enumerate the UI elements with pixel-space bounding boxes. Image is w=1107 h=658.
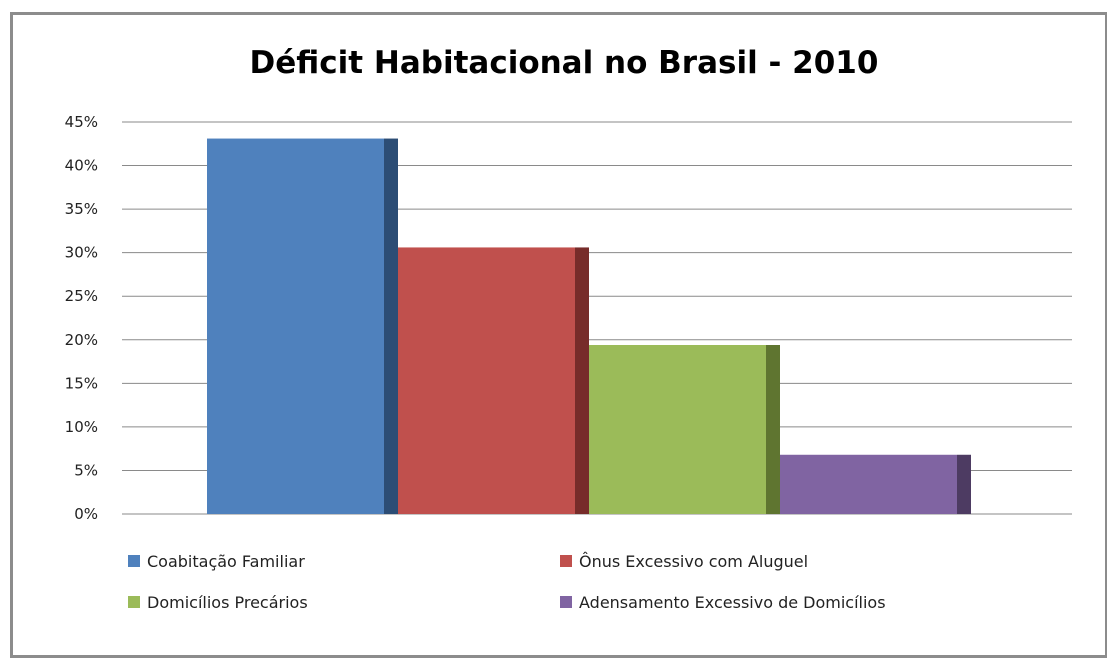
legend-item: Coabitação Familiar <box>128 552 305 571</box>
bar <box>398 247 575 514</box>
y-tick-label: 10% <box>65 418 98 436</box>
legend-swatch <box>560 596 572 608</box>
y-tick-label: 30% <box>65 244 98 262</box>
legend-swatch <box>128 555 140 567</box>
legend-label: Domicílios Precários <box>147 593 308 612</box>
bars <box>207 138 971 514</box>
bar <box>780 454 957 514</box>
chart-title: Déficit Habitacional no Brasil - 2010 <box>250 45 879 81</box>
chart-svg: Déficit Habitacional no Brasil - 2010 0%… <box>65 45 1072 612</box>
y-tick-label: 35% <box>65 200 98 218</box>
bar-group <box>780 454 971 514</box>
legend-item: Ônus Excessivo com Aluguel <box>560 552 808 571</box>
legend-label: Coabitação Familiar <box>147 552 305 571</box>
legend-item: Adensamento Excessivo de Domicílios <box>560 593 886 612</box>
bar-side <box>575 247 589 514</box>
y-tick-label: 40% <box>65 157 98 175</box>
y-tick-label: 25% <box>65 287 98 305</box>
y-tick-label: 20% <box>65 331 98 349</box>
bar-side <box>766 345 780 514</box>
bar-group <box>398 247 589 514</box>
legend-swatch <box>128 596 140 608</box>
y-axis-ticks: 0% 5% 10% 15% 20% 25% 30% 35% 40% 45% <box>65 113 98 523</box>
bar-side <box>384 138 398 514</box>
y-tick-label: 0% <box>74 505 98 523</box>
bar-group <box>207 138 398 514</box>
legend: Coabitação Familiar Ônus Excessivo com Al… <box>128 552 886 612</box>
bar <box>589 345 766 514</box>
legend-label: Ônus Excessivo com Aluguel <box>579 552 808 571</box>
bar-side <box>957 454 971 514</box>
y-tick-label: 45% <box>65 113 98 131</box>
y-tick-label: 15% <box>65 374 98 392</box>
y-tick-label: 5% <box>74 461 98 479</box>
legend-label: Adensamento Excessivo de Domicílios <box>579 593 886 612</box>
bar-group <box>589 345 780 514</box>
legend-swatch <box>560 555 572 567</box>
legend-item: Domicílios Precários <box>128 593 308 612</box>
bar <box>207 138 384 514</box>
